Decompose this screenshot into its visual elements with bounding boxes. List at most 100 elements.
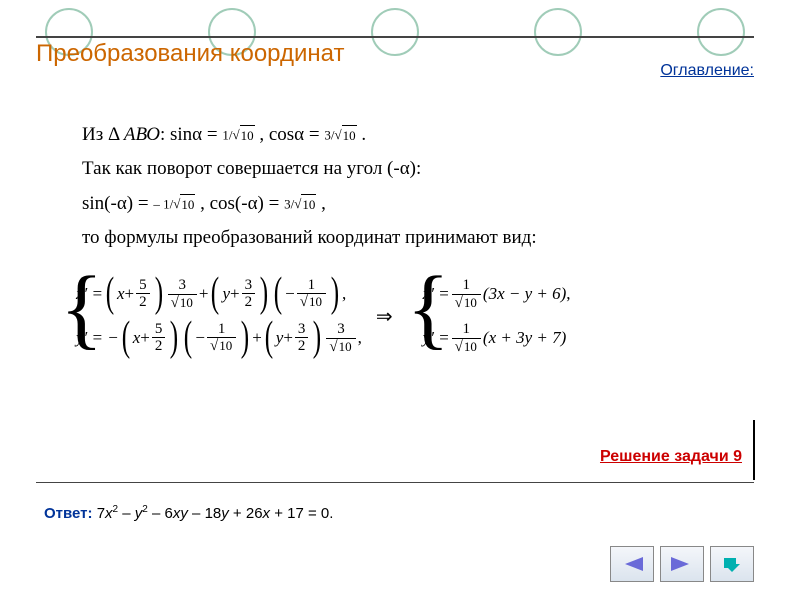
den: √10 xyxy=(326,339,355,356)
paren-left-icon: ( xyxy=(106,275,114,313)
home-button[interactable] xyxy=(710,546,754,582)
fraction: 1/√10 xyxy=(222,125,254,147)
var: y xyxy=(222,284,230,304)
var: y xyxy=(276,328,284,348)
fraction: 32 xyxy=(295,321,309,355)
fraction: 3/√10 xyxy=(324,125,356,147)
system-left: { x′ = ( x + 52 ) 3√10 + ( y + 32 ) ( − xyxy=(60,272,362,360)
body-text: Из Δ АВО: sinα = 1/√10 , cosα = 3/√10 . … xyxy=(82,120,722,258)
bottom-rule xyxy=(36,482,754,483)
text: , cos(-α) = xyxy=(200,193,284,214)
answer-body: 7x2 – y2 – 6xy – 18y + 26x + 17 = 0. xyxy=(93,505,334,522)
num: 5 xyxy=(136,277,150,295)
radicand: 10 xyxy=(179,294,194,310)
eq-x-left: x′ = ( x + 52 ) 3√10 + ( y + 32 ) ( − 1√… xyxy=(76,272,362,316)
paren-group: ( y + 32 ) xyxy=(262,319,325,357)
den: √10 xyxy=(168,295,197,312)
coef-fraction: 1√10 xyxy=(297,277,326,311)
brace-icon: { xyxy=(60,268,103,351)
radical: √10 xyxy=(232,125,254,147)
line-4: то формулы преобразований координат прин… xyxy=(82,223,722,253)
text: , cosα = xyxy=(259,124,324,145)
next-button[interactable] xyxy=(660,546,704,582)
paren-right-icon: ) xyxy=(331,275,339,313)
paren-group: ( − 1√10 ) xyxy=(181,319,252,357)
den: √10 xyxy=(297,294,326,311)
text: sin(-α) = xyxy=(82,193,153,214)
text: : sinα = xyxy=(160,124,222,145)
den: 2 xyxy=(242,294,256,311)
eq-y-left: y′ = − ( x + 52 ) ( − 1√10 ) + ( y + 32 … xyxy=(76,316,362,360)
paren-group: ( x + 52 ) xyxy=(119,319,182,357)
solution-link[interactable]: Решение задачи 9 xyxy=(600,448,742,466)
arrow-left-icon xyxy=(621,555,643,573)
num: 1 xyxy=(297,277,326,295)
text: Из Δ xyxy=(82,124,124,145)
fraction: 3/√10 xyxy=(284,194,316,216)
title-bar: Преобразования координат xyxy=(36,36,754,68)
radical: √10 xyxy=(334,125,356,147)
line-1: Из Δ АВО: sinα = 1/√10 , cosα = 3/√10 . xyxy=(82,120,722,150)
op: + xyxy=(199,284,209,304)
paren-right-icon: ) xyxy=(260,275,268,313)
triangle-name: АВО xyxy=(124,124,160,145)
toc-link[interactable]: Оглавление: xyxy=(660,62,754,80)
num: 3 xyxy=(242,277,256,295)
op: + xyxy=(230,284,240,304)
line-3: sin(-α) = – 1/√10 , cos(-α) = 3/√10 , xyxy=(82,189,722,219)
coef-fraction: 1√10 xyxy=(452,277,481,311)
slide-title: Преобразования координат xyxy=(36,40,344,67)
num: 3 xyxy=(326,321,355,339)
paren-left-icon: ( xyxy=(184,319,192,357)
num: 1 xyxy=(452,277,481,295)
paren-expr: (x + 3y + 7) xyxy=(483,328,566,348)
text: , xyxy=(342,284,346,304)
paren-left-icon: ( xyxy=(211,275,219,313)
num: 1 xyxy=(222,127,229,142)
coef-fraction: 1√10 xyxy=(452,321,481,355)
paren-right-icon: ) xyxy=(154,275,162,313)
radicand: 10 xyxy=(180,194,195,216)
paren-group: ( − 1√10 ) xyxy=(271,275,342,313)
line-2: Так как поворот совершается на угол (-α)… xyxy=(82,154,722,184)
brace-icon: { xyxy=(407,268,450,351)
paren-expr: (3x − y + 6) xyxy=(483,284,566,304)
radicand: 10 xyxy=(463,338,478,354)
op: − xyxy=(285,284,295,304)
den: √10 xyxy=(452,295,481,312)
op: − xyxy=(195,328,205,348)
op: + xyxy=(140,328,150,348)
num: 5 xyxy=(152,321,166,339)
radicand: 10 xyxy=(463,294,478,310)
fraction: 32 xyxy=(242,277,256,311)
radicand: 10 xyxy=(338,338,353,354)
text: , xyxy=(321,193,326,214)
den: 2 xyxy=(295,338,309,355)
text: . xyxy=(361,124,366,145)
paren-left-icon: ( xyxy=(274,275,282,313)
num: 3 xyxy=(284,196,291,211)
answer-line: Ответ: 7x2 – y2 – 6xy – 18y + 26x + 17 =… xyxy=(44,504,333,522)
paren-group: ( x + 52 ) xyxy=(103,275,166,313)
fraction: 52 xyxy=(136,277,150,311)
implies-icon: ⇒ xyxy=(376,304,393,329)
coef-fraction: 1√10 xyxy=(207,321,236,355)
coef-fraction: 3√10 xyxy=(168,277,197,311)
answer-label: Ответ: xyxy=(44,505,93,522)
coef-fraction: 3√10 xyxy=(326,321,355,355)
num: 3 xyxy=(324,127,331,142)
fraction: 52 xyxy=(152,321,166,355)
paren-group: ( y + 32 ) xyxy=(208,275,271,313)
radical: √10 xyxy=(173,194,195,216)
vert-rule xyxy=(753,420,755,480)
den: √10 xyxy=(452,339,481,356)
op: + xyxy=(283,328,293,348)
num: 3 xyxy=(295,321,309,339)
nav-buttons xyxy=(610,546,754,582)
num: 1 xyxy=(452,321,481,339)
paren-right-icon: ) xyxy=(170,319,178,357)
var: x xyxy=(117,284,125,304)
den: 2 xyxy=(136,294,150,311)
den: √10 xyxy=(207,338,236,355)
prev-button[interactable] xyxy=(610,546,654,582)
